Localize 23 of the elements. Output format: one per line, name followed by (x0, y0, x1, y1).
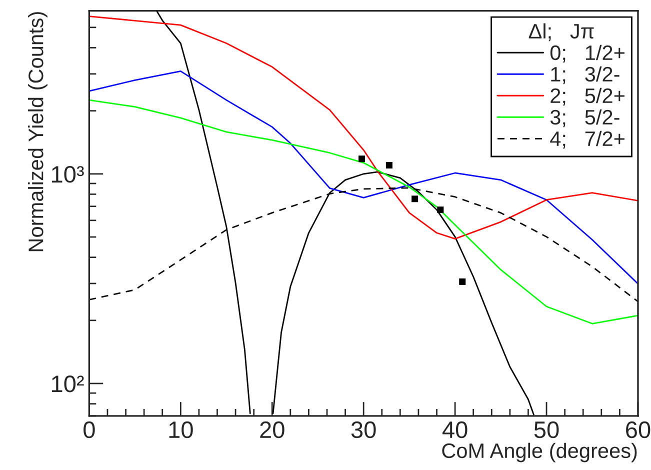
x-tick-label: 60 (626, 421, 650, 438)
x-axis-title: CoM Angle (degrees) (442, 442, 637, 462)
x-tick-label: 50 (534, 421, 559, 438)
y-tick-label: 10³ (52, 166, 84, 183)
point (412, 196, 418, 202)
y-axis-title: Normalized Yield (Counts) (28, 12, 48, 252)
point (358, 156, 366, 162)
point (386, 162, 392, 168)
x-tick-label: 30 (351, 421, 376, 438)
x-tick-label: 10 (169, 421, 193, 438)
legend-label: 0; 1/2+ (550, 44, 624, 63)
legend-label: 2; 5/2+ (550, 88, 624, 106)
y-tick-label: 10² (52, 376, 84, 392)
legend-label: 1; 3/2- (551, 66, 620, 84)
legend-title: Δl; Jπ (528, 23, 594, 42)
x-tick-label: 0 (84, 421, 95, 438)
x-tick-label: 40 (442, 421, 468, 438)
legend-label: 3; 5/2- (550, 109, 620, 128)
point (437, 206, 444, 214)
point (459, 278, 466, 285)
line-series (89, 16, 638, 240)
legend-label: 4; 7/2+ (550, 130, 624, 149)
x-tick-label: 20 (260, 421, 284, 438)
